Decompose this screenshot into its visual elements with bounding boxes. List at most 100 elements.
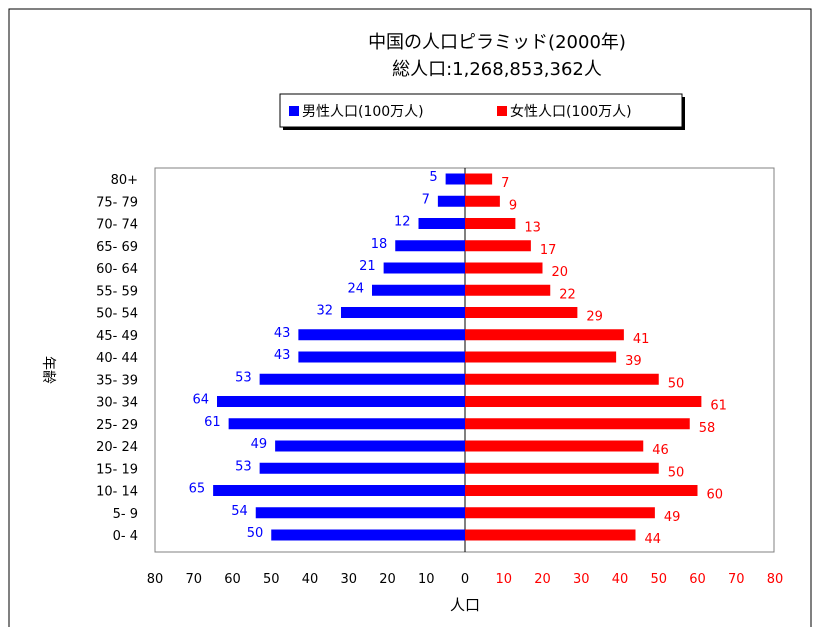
x-tick-label-left: 30 [340, 572, 357, 587]
female-value-label: 41 [633, 332, 650, 347]
female-bar [465, 218, 516, 229]
male-bar [259, 373, 465, 385]
male-value-label: 5 [429, 170, 437, 185]
male-value-label: 43 [274, 348, 291, 363]
x-tick-label-right: 80 [767, 572, 784, 587]
male-bar [298, 351, 465, 363]
male-value-label: 7 [422, 192, 430, 207]
male-value-label: 61 [204, 415, 221, 430]
category-label: 40- 44 [96, 351, 138, 366]
female-bar [465, 262, 543, 274]
male-bar [213, 485, 465, 496]
female-bar [465, 307, 578, 318]
female-value-label: 20 [552, 265, 569, 280]
category-label: 35- 39 [96, 373, 138, 388]
x-tick-label-right: 50 [650, 572, 667, 587]
female-value-label: 58 [699, 421, 716, 436]
male-value-label: 53 [235, 459, 252, 474]
category-label: 10- 14 [96, 485, 138, 500]
male-value-label: 50 [247, 526, 264, 541]
male-value-label: 32 [316, 304, 333, 319]
male-value-label: 65 [189, 482, 206, 497]
male-bar [383, 262, 465, 274]
x-tick-label-left: 0 [461, 572, 469, 587]
male-bar [255, 507, 465, 519]
category-label: 80+ [111, 173, 138, 188]
x-tick-label-left: 40 [302, 572, 319, 587]
male-value-label: 21 [359, 259, 376, 274]
male-value-label: 64 [192, 393, 209, 408]
legend-swatch-male [289, 106, 299, 116]
x-tick-label-right: 10 [495, 572, 512, 587]
female-value-label: 29 [586, 310, 603, 325]
x-axis-title: 人口 [450, 596, 480, 614]
male-bar [298, 329, 465, 341]
male-bar [341, 307, 465, 318]
female-value-label: 49 [664, 510, 681, 525]
male-value-label: 24 [347, 281, 364, 296]
legend-swatch-female [497, 106, 507, 116]
category-label: 5- 9 [113, 507, 138, 522]
female-bar [465, 284, 551, 296]
category-label: 30- 34 [96, 396, 138, 411]
male-bar [259, 462, 465, 474]
legend-box [279, 93, 683, 128]
x-tick-label-left: 70 [185, 572, 202, 587]
category-label: 50- 54 [96, 307, 138, 322]
female-bar [465, 351, 617, 363]
male-value-label: 54 [231, 504, 248, 519]
male-bar [217, 396, 465, 407]
category-label: 70- 74 [96, 218, 138, 233]
female-bar [465, 462, 659, 474]
female-bar [465, 373, 659, 385]
male-value-label: 43 [274, 326, 291, 341]
female-value-label: 50 [668, 465, 685, 480]
x-tick-label-right: 30 [573, 572, 590, 587]
female-value-label: 39 [625, 354, 642, 369]
x-tick-label-left: 20 [379, 572, 396, 587]
female-bar [465, 529, 636, 541]
male-bar [395, 240, 465, 252]
female-bar [465, 396, 702, 407]
x-tick-label-left: 60 [224, 572, 241, 587]
female-value-label: 60 [707, 488, 724, 503]
female-value-label: 7 [501, 176, 509, 191]
x-tick-label-left: 50 [263, 572, 280, 587]
female-value-label: 50 [668, 376, 685, 391]
female-bar [465, 507, 655, 519]
male-value-label: 12 [394, 215, 411, 230]
legend-label-female: 女性人口(100万人) [510, 103, 632, 120]
female-bar [465, 329, 624, 341]
category-label: 60- 64 [96, 262, 138, 277]
male-bar [228, 418, 465, 430]
female-value-label: 46 [652, 443, 669, 458]
male-bar [372, 284, 465, 296]
male-value-label: 53 [235, 370, 252, 385]
male-bar [418, 218, 465, 229]
female-bar [465, 240, 531, 252]
male-bar [271, 529, 465, 541]
x-tick-label-right: 70 [728, 572, 745, 587]
chart-subtitle: 総人口:1,268,853,362人 [392, 59, 602, 80]
male-value-label: 18 [371, 237, 388, 252]
category-label: 65- 69 [96, 240, 138, 255]
male-bar [445, 173, 465, 185]
female-bar [465, 485, 698, 496]
x-tick-label-right: 40 [612, 572, 629, 587]
male-value-label: 49 [251, 437, 268, 452]
female-bar [465, 195, 500, 207]
male-bar [275, 440, 465, 452]
category-label: 20- 24 [96, 440, 138, 455]
female-value-label: 13 [524, 221, 541, 236]
female-bar [465, 173, 493, 185]
female-value-label: 61 [710, 399, 727, 414]
y-axis-title: 年齢 [40, 356, 56, 384]
category-label: 45- 49 [96, 329, 138, 344]
category-label: 75- 79 [96, 195, 138, 210]
category-label: 25- 29 [96, 418, 138, 433]
x-tick-label-left: 80 [147, 572, 164, 587]
category-label: 15- 19 [96, 462, 138, 477]
female-value-label: 22 [559, 287, 576, 302]
